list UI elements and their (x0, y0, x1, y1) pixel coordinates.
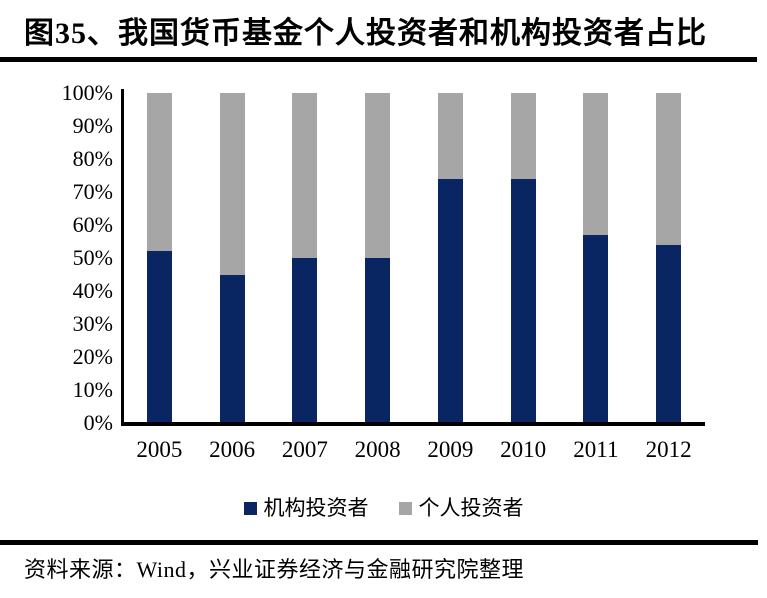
bar-segment-2006-series0 (219, 274, 245, 423)
y-axis-line (121, 89, 124, 426)
y-tick-label: 50% (72, 245, 113, 270)
y-tick-label: 60% (72, 212, 113, 237)
bar-segment-2009-series0 (437, 178, 463, 423)
y-tick-label: 90% (72, 113, 113, 138)
x-axis-labels: 2005 2006 2007 2008 2009 2010 2011 2012 (123, 436, 705, 466)
bar-segment-2012-series0 (656, 244, 682, 423)
bar-segment-2009-series1 (437, 93, 463, 179)
bar-segment-2010-series1 (510, 93, 536, 179)
bar-segment-2012-series1 (656, 93, 682, 245)
y-tick-label: 20% (72, 344, 113, 369)
x-axis-line (121, 422, 705, 426)
x-axis-label: 2007 (281, 437, 328, 462)
source-divider-rule (0, 540, 758, 545)
x-axis-label: 2008 (354, 437, 401, 462)
chart-legend: 机构投资者 个人投资者 (0, 498, 767, 519)
legend-item-series0: 机构投资者 (243, 496, 369, 520)
x-axis-label: 2012 (645, 437, 692, 462)
x-axis-label: 2010 (500, 437, 547, 462)
bar-segment-2007-series0 (292, 258, 318, 423)
bar-segment-2010-series0 (510, 178, 536, 423)
x-axis-label: 2011 (573, 437, 619, 462)
y-tick-label: 30% (72, 311, 113, 336)
legend-item-series1: 个人投资者 (398, 496, 524, 520)
stacked-bar-chart: 0% 10% 20% 30% 40% 50% 60% 70% 80% 90% 100% 2005 20… (0, 62, 767, 532)
y-tick-label: 70% (72, 179, 113, 204)
plot-area (123, 93, 705, 423)
figure-title: 图35、我国货币基金个人投资者和机构投资者占比 (24, 17, 707, 50)
legend-swatch-icon (398, 502, 412, 515)
bar-segment-2008-series1 (365, 93, 391, 258)
bar-segment-2005-series1 (146, 93, 172, 252)
bar-segment-2007-series1 (292, 93, 318, 258)
y-tick-label: 40% (72, 278, 113, 303)
legend-label: 机构投资者 (263, 496, 369, 520)
y-tick-label: 0% (83, 410, 113, 435)
x-axis-label: 2009 (427, 437, 474, 462)
bar-segment-2008-series0 (365, 258, 391, 423)
x-axis-label: 2006 (209, 437, 256, 462)
y-tick-label: 80% (72, 146, 113, 171)
bar-segment-2005-series0 (146, 251, 172, 423)
legend-swatch-icon (243, 502, 257, 515)
legend-label: 个人投资者 (418, 496, 524, 520)
x-axis-label: 2005 (136, 437, 183, 462)
title-divider-rule (0, 57, 757, 62)
y-tick-label: 100% (61, 80, 113, 105)
y-tick-label: 10% (72, 377, 113, 402)
y-axis-tick-labels: 0% 10% 20% 30% 40% 50% 60% 70% 80% 90% 100% (0, 82, 113, 434)
source-note: 资料来源：Wind，兴业证券经济与金融研究院整理 (24, 557, 524, 582)
bar-segment-2011-series1 (583, 93, 609, 235)
bar-segment-2006-series1 (219, 93, 245, 275)
bar-segment-2011-series0 (583, 234, 609, 423)
